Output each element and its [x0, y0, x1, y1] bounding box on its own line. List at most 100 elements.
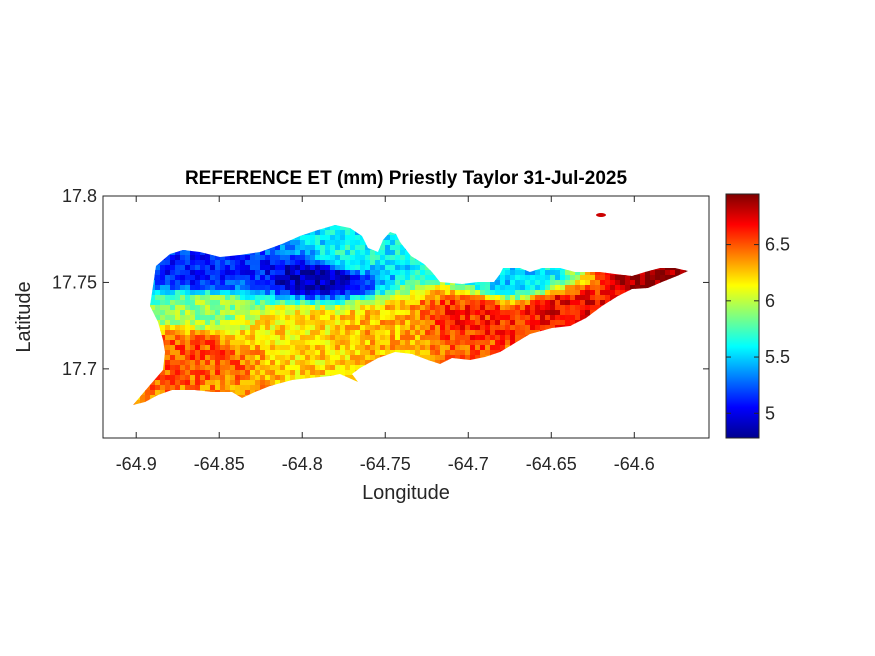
field-cell — [515, 270, 521, 276]
field-cell — [410, 275, 416, 281]
field-cell — [345, 365, 351, 371]
field-cell — [540, 290, 546, 296]
field-cell — [215, 375, 221, 381]
field-cell — [565, 295, 571, 301]
field-cell — [305, 335, 311, 341]
field-cell — [420, 300, 426, 306]
field-cell — [280, 335, 286, 341]
field-cell — [435, 310, 441, 316]
field-cell — [540, 270, 546, 276]
field-cell — [340, 305, 346, 311]
field-cell — [530, 325, 536, 331]
field-cell — [230, 330, 236, 336]
field-cell — [225, 295, 231, 301]
field-cell — [200, 340, 206, 346]
field-cell — [460, 290, 466, 296]
field-cell — [325, 365, 331, 371]
field-cell — [505, 275, 511, 281]
field-cell — [490, 285, 496, 291]
field-cell — [575, 285, 581, 291]
field-cell — [280, 345, 286, 351]
field-cell — [165, 260, 171, 266]
field-cell — [325, 280, 331, 286]
field-cell — [390, 260, 396, 266]
field-cell — [630, 275, 636, 281]
field-cell — [365, 300, 371, 306]
field-cell — [205, 300, 211, 306]
field-cell — [545, 300, 551, 306]
field-cell — [285, 330, 291, 336]
field-cell — [540, 285, 546, 291]
field-cell — [515, 330, 521, 336]
field-cell — [230, 300, 236, 306]
field-cell — [510, 320, 516, 326]
field-cell — [345, 255, 351, 261]
field-cell — [235, 275, 241, 281]
field-cell — [545, 310, 551, 316]
field-cell — [200, 295, 206, 301]
field-cell — [415, 275, 421, 281]
field-cell — [165, 365, 171, 371]
field-cell — [160, 260, 166, 266]
islet — [596, 213, 606, 217]
field-cell — [455, 310, 461, 316]
field-cell — [280, 270, 286, 276]
field-cell — [390, 290, 396, 296]
field-cell — [190, 265, 196, 271]
field-cell — [285, 355, 291, 361]
field-cell — [370, 270, 376, 276]
field-cell — [205, 285, 211, 291]
field-cell — [270, 345, 276, 351]
field-cell — [225, 385, 231, 391]
field-cell — [335, 275, 341, 281]
field-cell — [245, 350, 251, 356]
field-cell — [150, 390, 156, 396]
field-cell — [170, 345, 176, 351]
field-cell — [530, 290, 536, 296]
field-cell — [170, 310, 176, 316]
field-cell — [245, 260, 251, 266]
field-cell — [245, 270, 251, 276]
field-cell — [320, 270, 326, 276]
field-cell — [330, 370, 336, 376]
field-cell — [330, 275, 336, 281]
field-cell — [165, 295, 171, 301]
field-cell — [500, 335, 506, 341]
field-cell — [270, 270, 276, 276]
field-cell — [310, 230, 316, 236]
field-cell — [215, 350, 221, 356]
field-cell — [155, 285, 161, 291]
field-cell — [270, 265, 276, 271]
field-cell — [430, 320, 436, 326]
field-cell — [490, 345, 496, 351]
field-cell — [320, 345, 326, 351]
field-cell — [225, 275, 231, 281]
field-cell — [275, 310, 281, 316]
field-cell — [265, 335, 271, 341]
field-cell — [405, 260, 411, 266]
field-cell — [385, 275, 391, 281]
field-cell — [325, 360, 331, 366]
field-cell — [615, 280, 621, 286]
field-cell — [370, 355, 376, 361]
field-cell — [515, 275, 521, 281]
field-cell — [195, 345, 201, 351]
field-cell — [560, 300, 566, 306]
field-cell — [215, 365, 221, 371]
field-cell — [345, 260, 351, 266]
field-cell — [495, 320, 501, 326]
field-cell — [180, 305, 186, 311]
field-cell — [425, 290, 431, 296]
field-cell — [445, 320, 451, 326]
field-cell — [495, 275, 501, 281]
field-cell — [410, 315, 416, 321]
field-cell — [315, 275, 321, 281]
field-cell — [565, 280, 571, 286]
field-cell — [175, 255, 181, 261]
field-cell — [285, 250, 291, 256]
y-tick-label: 17.7 — [62, 359, 97, 379]
field-cell — [235, 340, 241, 346]
field-cell — [265, 340, 271, 346]
field-cell — [450, 310, 456, 316]
field-cell — [295, 300, 301, 306]
